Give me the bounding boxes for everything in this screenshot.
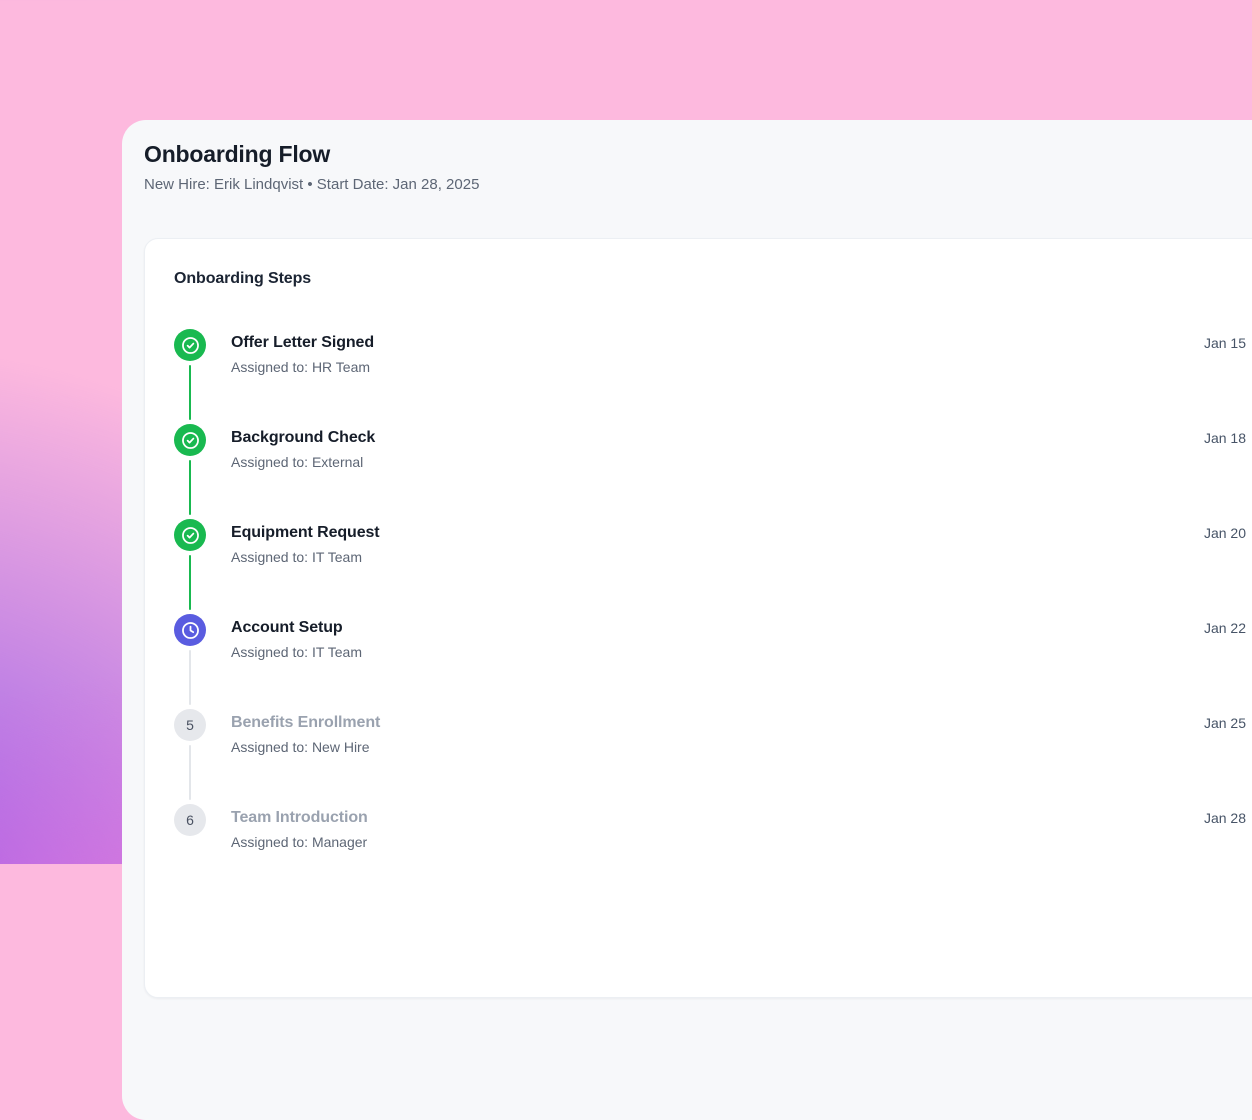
clock-icon <box>181 621 199 639</box>
step-number: 6 <box>186 812 194 828</box>
step-status-marker-pending: 6 <box>174 804 206 836</box>
step-marker-column <box>174 614 206 705</box>
step-text: Account Setup Assigned to: IT Team <box>231 614 362 662</box>
step-marker-column <box>174 519 206 610</box>
steps-heading: Onboarding Steps <box>174 270 312 287</box>
step-assignee: Assigned to: IT Team <box>231 644 362 660</box>
step-date: Jan 15 <box>1203 335 1246 351</box>
step-row-benefits-enrollment: 5 Benefits Enrollment Assigned to: New H… <box>174 709 1246 804</box>
step-assignee: Assigned to: External <box>231 454 364 470</box>
step-status-marker-pending: 5 <box>174 709 206 741</box>
step-date: Jan 22 <box>1203 620 1246 636</box>
step-assignee: Assigned to: IT Team <box>231 549 362 565</box>
step-title: Background Check <box>231 429 376 446</box>
step-status-marker-completed <box>174 424 206 456</box>
step-marker-column <box>174 424 206 515</box>
step-marker-column: 6 <box>174 804 206 836</box>
step-connector <box>189 555 191 610</box>
step-status-marker-in-progress <box>174 614 206 646</box>
step-row-offer-letter-signed: Offer Letter Signed Assigned to: HR Team… <box>174 329 1246 424</box>
panel-header: Onboarding Flow New Hire: Erik Lindqvist… <box>122 120 1252 196</box>
step-connector <box>189 650 191 705</box>
step-title: Benefits Enrollment <box>231 714 381 731</box>
step-text: Equipment Request Assigned to: IT Team <box>231 519 380 567</box>
step-date: Jan 20 <box>1203 525 1246 541</box>
step-text: Offer Letter Signed Assigned to: HR Team <box>231 329 374 377</box>
step-date: Jan 18 <box>1203 430 1246 446</box>
step-number: 5 <box>186 717 194 733</box>
step-connector <box>189 745 191 800</box>
step-status-marker-completed <box>174 519 206 551</box>
step-assignee: Assigned to: HR Team <box>231 359 371 375</box>
steps-list: Offer Letter Signed Assigned to: HR Team… <box>174 329 1246 852</box>
check-circle-icon <box>181 526 199 544</box>
step-title: Offer Letter Signed <box>231 334 375 351</box>
step-row-equipment-request: Equipment Request Assigned to: IT Team J… <box>174 519 1246 614</box>
page-subtitle: New Hire: Erik Lindqvist • Start Date: J… <box>144 176 480 193</box>
step-text: Benefits Enrollment Assigned to: New Hir… <box>231 709 380 757</box>
step-connector <box>189 460 191 515</box>
step-marker-column: 5 <box>174 709 206 800</box>
step-title: Account Setup <box>231 619 343 636</box>
step-title: Team Introduction <box>231 809 368 826</box>
step-marker-column <box>174 329 206 420</box>
step-connector <box>189 365 191 420</box>
step-row-account-setup: Account Setup Assigned to: IT Team Jan 2… <box>174 614 1246 709</box>
step-assignee: Assigned to: Manager <box>231 834 368 850</box>
check-circle-icon <box>181 336 199 354</box>
step-date: Jan 28 <box>1203 810 1246 826</box>
step-title: Equipment Request <box>231 524 380 541</box>
steps-card: Onboarding Steps Offer Letter Signed Ass… <box>144 238 1252 998</box>
check-circle-icon <box>181 431 199 449</box>
step-text: Background Check Assigned to: External <box>231 424 375 472</box>
step-date: Jan 25 <box>1203 715 1246 731</box>
step-row-team-introduction: 6 Team Introduction Assigned to: Manager… <box>174 804 1246 852</box>
step-status-marker-completed <box>174 329 206 361</box>
page-title: Onboarding Flow <box>144 141 331 167</box>
onboarding-panel: Onboarding Flow New Hire: Erik Lindqvist… <box>122 120 1252 1120</box>
step-text: Team Introduction Assigned to: Manager <box>231 804 368 852</box>
step-row-background-check: Background Check Assigned to: External J… <box>174 424 1246 519</box>
step-assignee: Assigned to: New Hire <box>231 739 370 755</box>
